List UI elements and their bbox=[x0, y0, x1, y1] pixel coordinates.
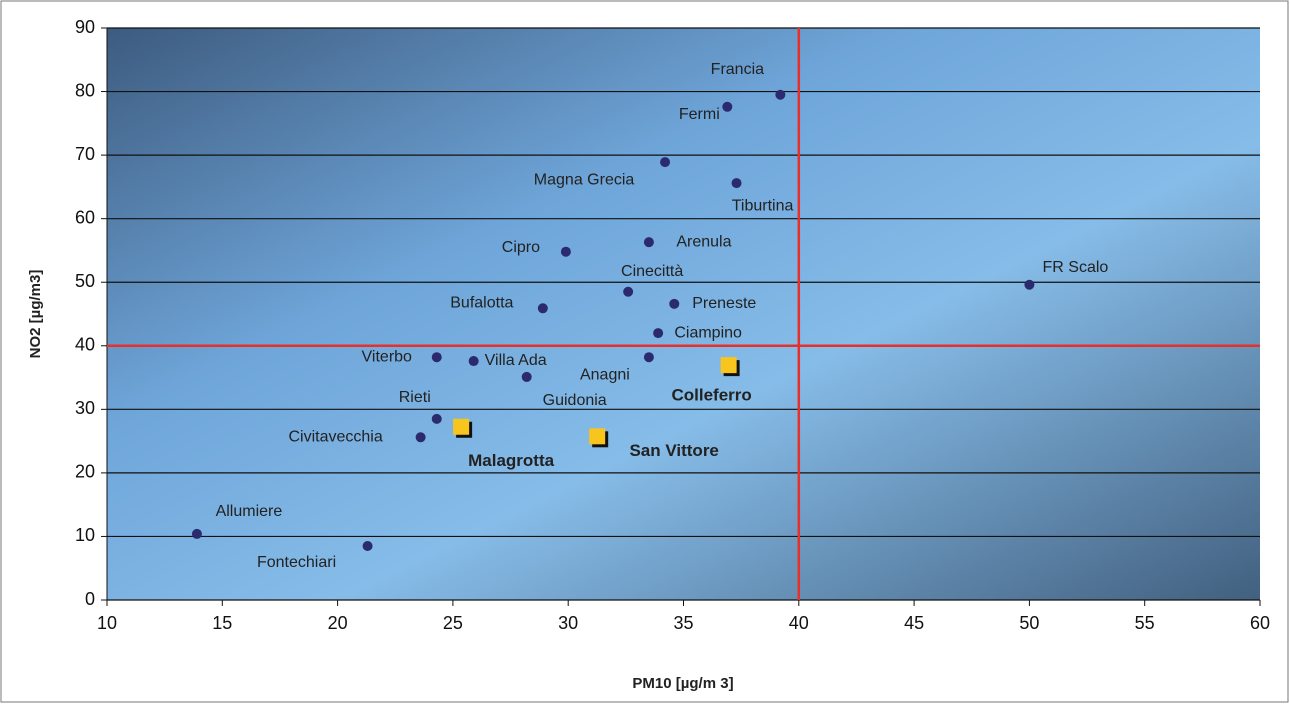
point-label: Rieti bbox=[399, 389, 431, 406]
y-tick-label: 50 bbox=[75, 271, 95, 291]
point-label: Fermi bbox=[679, 106, 720, 123]
point-label: Civitavecchia bbox=[288, 429, 382, 446]
marker bbox=[660, 157, 671, 168]
marker bbox=[722, 101, 733, 112]
marker bbox=[560, 246, 571, 257]
point-label: Francia bbox=[711, 61, 764, 78]
y-tick-label: 10 bbox=[75, 525, 95, 545]
x-tick-label: 30 bbox=[558, 613, 578, 633]
point-label: Villa Ada bbox=[485, 352, 547, 369]
point-label: Magna Grecia bbox=[534, 171, 635, 188]
y-tick-label: 60 bbox=[75, 207, 95, 227]
x-tick-label: 60 bbox=[1250, 613, 1270, 633]
marker bbox=[415, 432, 426, 443]
point-label: Colleferro bbox=[671, 386, 751, 405]
x-tick-label: 15 bbox=[212, 613, 232, 633]
plot-area bbox=[107, 28, 1260, 600]
point-label: Viterbo bbox=[362, 348, 413, 365]
y-tick-label: 40 bbox=[75, 335, 95, 355]
marker bbox=[669, 298, 680, 309]
x-tick-label: 50 bbox=[1019, 613, 1039, 633]
x-tick-label: 45 bbox=[904, 613, 924, 633]
marker bbox=[191, 528, 202, 539]
point-label: FR Scalo bbox=[1043, 259, 1109, 276]
marker bbox=[521, 371, 532, 382]
y-tick-label: 20 bbox=[75, 462, 95, 482]
x-tick-label: 40 bbox=[789, 613, 809, 633]
marker bbox=[431, 413, 442, 424]
marker bbox=[731, 178, 742, 189]
x-tick-label: 25 bbox=[443, 613, 463, 633]
point-label: San Vittore bbox=[629, 441, 718, 460]
y-tick-label: 90 bbox=[75, 17, 95, 37]
marker bbox=[468, 356, 479, 367]
marker bbox=[431, 352, 442, 363]
marker bbox=[453, 418, 470, 435]
point-label: Anagni bbox=[580, 366, 630, 383]
x-tick-label: 55 bbox=[1135, 613, 1155, 633]
point-label: Preneste bbox=[692, 295, 756, 312]
point-label: Tiburtina bbox=[732, 197, 794, 214]
point-label: Allumiere bbox=[216, 503, 283, 520]
marker bbox=[643, 352, 654, 363]
y-tick-label: 80 bbox=[75, 80, 95, 100]
marker bbox=[653, 328, 664, 339]
point-label: Malagrotta bbox=[468, 451, 555, 470]
x-axis-title: PM10 [µg/m 3] bbox=[632, 675, 733, 692]
marker bbox=[643, 237, 654, 248]
point-label: Cinecittà bbox=[621, 263, 683, 280]
marker bbox=[775, 89, 786, 100]
marker bbox=[537, 303, 548, 314]
y-tick-label: 0 bbox=[85, 589, 95, 609]
point-label: Ciampino bbox=[674, 324, 742, 341]
y-tick-label: 70 bbox=[75, 144, 95, 164]
x-tick-label: 20 bbox=[328, 613, 348, 633]
marker bbox=[362, 540, 373, 551]
point-label: Cipro bbox=[502, 239, 540, 256]
marker bbox=[1024, 279, 1035, 290]
point-label: Arenula bbox=[676, 233, 731, 250]
y-axis-title: NO2 [µg/m3] bbox=[27, 270, 44, 359]
point-label: Guidonia bbox=[543, 392, 607, 409]
x-tick-label: 35 bbox=[673, 613, 693, 633]
point-label: Fontechiari bbox=[257, 554, 336, 571]
y-tick-label: 30 bbox=[75, 398, 95, 418]
marker bbox=[623, 286, 634, 297]
point-label: Bufalotta bbox=[450, 294, 513, 311]
marker bbox=[720, 357, 737, 374]
marker bbox=[589, 428, 606, 445]
x-tick-label: 10 bbox=[97, 613, 117, 633]
